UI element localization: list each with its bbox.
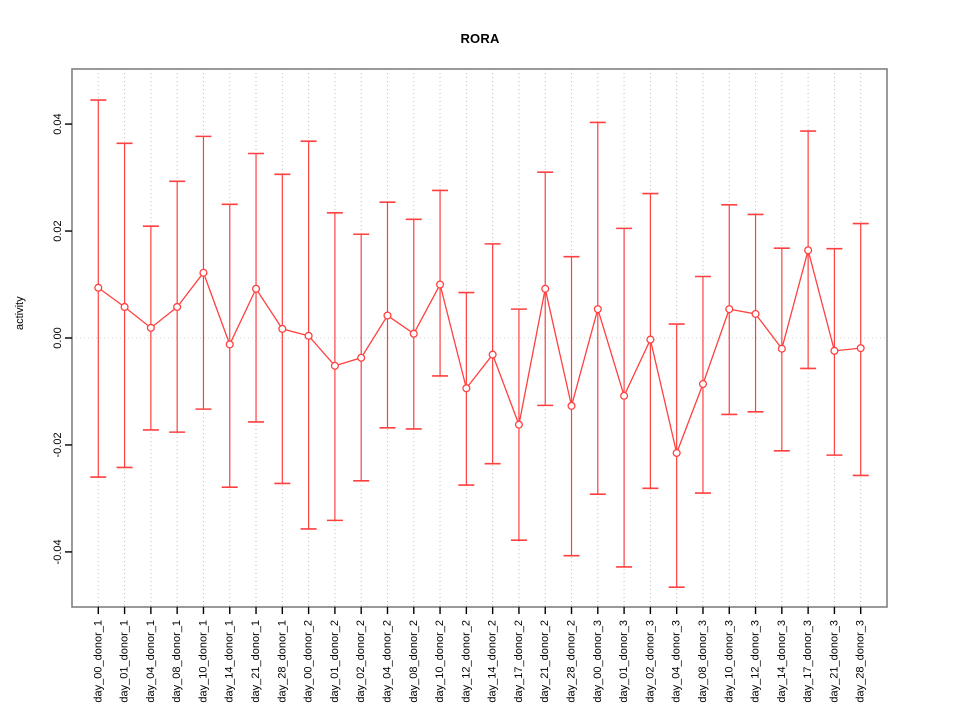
x-tick-label: day_17_donor_3: [802, 620, 814, 703]
error-bar: [405, 218, 422, 430]
x-tick-label: day_10_donor_1: [197, 620, 209, 703]
data-point-marker: [173, 302, 182, 312]
data-point-marker: [804, 246, 813, 255]
x-tick-label: day_01_donor_1: [119, 620, 131, 703]
data-point-marker: [593, 305, 602, 314]
data-point-marker: [488, 350, 497, 359]
data-point-marker: [725, 305, 734, 314]
data-point-layer: [94, 246, 865, 458]
data-point-marker: [462, 384, 471, 393]
x-tick-label: day_12_donor_2: [460, 620, 472, 703]
x-tick-label: day_04_donor_1: [145, 620, 157, 703]
data-point-marker: [646, 335, 655, 344]
data-point-marker: [383, 311, 392, 320]
y-axis: -0.04 -0.02 0.00 0.02 0.04: [52, 113, 72, 564]
data-point-marker: [330, 361, 339, 370]
data-point-marker: [777, 344, 786, 353]
x-tick-label: day_04_donor_3: [671, 620, 683, 703]
data-point-marker: [830, 346, 839, 355]
series-line-layer: [97, 247, 861, 456]
data-point-marker: [514, 420, 523, 429]
data-point-marker: [620, 391, 629, 400]
x-tick-label: day_12_donor_3: [750, 620, 762, 703]
x-tick-label: day_00_donor_3: [592, 620, 604, 703]
data-point-marker: [251, 284, 261, 293]
x-tick-label: day_21_donor_3: [828, 620, 840, 703]
x-tick-label: day_10_donor_3: [723, 620, 735, 703]
data-point-marker: [94, 283, 103, 292]
y-tick-label: 0.04: [52, 113, 64, 134]
x-tick-label: day_28_donor_2: [566, 620, 578, 703]
errorbar-layer: [90, 99, 869, 589]
x-tick-label: day_21_donor_1: [250, 620, 262, 703]
x-tick-label: day_10_donor_2: [434, 620, 446, 703]
data-point-marker: [304, 331, 313, 340]
data-point-marker: [357, 353, 366, 362]
x-tick-label: day_14_donor_1: [224, 620, 236, 703]
x-tick-label: day_21_donor_2: [539, 620, 551, 703]
data-point-marker: [225, 340, 234, 349]
chart-title: RORA: [460, 31, 500, 46]
x-tick-label: day_28_donor_1: [276, 620, 288, 703]
y-tick-label: 0.00: [52, 327, 64, 348]
data-point-marker: [120, 302, 129, 312]
data-point-marker: [278, 324, 287, 333]
data-point-marker: [199, 268, 208, 277]
x-tick-label: day_02_donor_3: [644, 620, 656, 703]
x-tick-label: day_00_donor_2: [303, 620, 315, 703]
x-tick-label: day_02_donor_2: [355, 620, 367, 703]
x-tick-label: day_17_donor_2: [513, 620, 525, 703]
y-tick-label: -0.02: [52, 432, 64, 457]
data-point-marker: [567, 401, 576, 410]
data-point-marker: [409, 329, 418, 338]
series-line: [97, 247, 861, 456]
y-tick-label: 0.02: [52, 220, 64, 241]
data-point-marker: [146, 323, 155, 332]
x-tick-label: day_08_donor_3: [697, 620, 709, 703]
data-point-marker: [436, 280, 445, 289]
y-tick-label: -0.04: [52, 539, 64, 564]
x-tick-label: day_00_donor_1: [92, 620, 104, 703]
x-tick-label: day_28_donor_3: [855, 620, 867, 703]
x-tick-label: day_01_donor_2: [329, 620, 341, 703]
data-point-marker: [698, 379, 708, 389]
x-axis: day_00_donor_1 day_01_donor_1 day_04_donor…: [92, 607, 867, 703]
data-point-marker: [541, 284, 550, 293]
x-tick-label: day_04_donor_2: [381, 620, 393, 703]
x-tick-label: day_08_donor_1: [171, 620, 183, 703]
data-point-marker: [751, 309, 760, 318]
data-point-marker: [672, 448, 681, 458]
x-tick-label: day_14_donor_3: [776, 620, 788, 703]
x-tick-label: day_01_donor_3: [618, 620, 630, 703]
data-point-marker: [856, 344, 865, 353]
x-tick-label: day_08_donor_2: [408, 620, 420, 703]
x-tick-label: day_14_donor_2: [487, 620, 499, 703]
